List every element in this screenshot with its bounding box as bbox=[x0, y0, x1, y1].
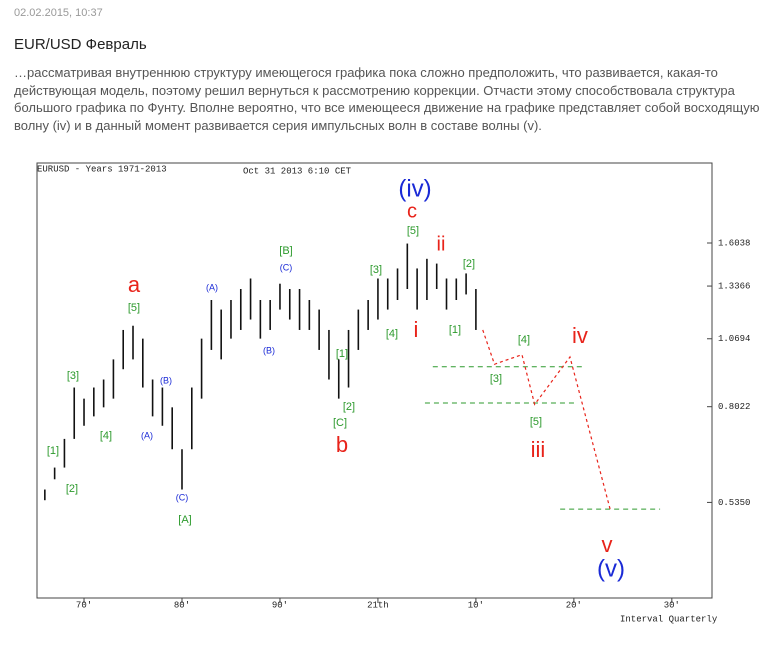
y-tick-label: 1.6038 bbox=[718, 238, 750, 248]
wave-label: [1] bbox=[449, 324, 461, 336]
wave-label: (A) bbox=[141, 430, 153, 440]
y-tick-label: 1.0694 bbox=[718, 334, 750, 344]
wave-label: [3] bbox=[370, 264, 382, 276]
wave-label: [5] bbox=[128, 302, 140, 314]
chart-timestamp: Oct 31 2013 6:10 CET bbox=[243, 166, 352, 176]
wave-label: b bbox=[336, 432, 348, 457]
wave-label: (C) bbox=[280, 262, 293, 272]
wave-label: a bbox=[128, 272, 141, 297]
wave-label: [3] bbox=[67, 370, 79, 382]
wave-label: ii bbox=[437, 233, 446, 255]
wave-label: v bbox=[602, 532, 613, 557]
wave-label: [2] bbox=[66, 483, 78, 495]
chart-background bbox=[22, 152, 760, 628]
y-tick-label: 0.8022 bbox=[718, 402, 750, 412]
x-tick-label: 10' bbox=[468, 600, 484, 610]
wave-label: [5] bbox=[407, 225, 419, 237]
x-tick-label: 30' bbox=[664, 600, 680, 610]
wave-label: iv bbox=[572, 323, 588, 348]
wave-label: [2] bbox=[463, 258, 475, 270]
wave-label: (A) bbox=[206, 282, 218, 292]
post-date: 02.02.2015, 10:37 bbox=[14, 7, 103, 19]
chart-symbol: EURUSD - Years 1971-2013 bbox=[37, 164, 167, 174]
post-text: …рассматривая внутреннюю структуру имеющ… bbox=[14, 65, 760, 133]
wave-label: [A] bbox=[178, 514, 191, 526]
wave-label: [1] bbox=[336, 348, 348, 360]
wave-label: [B] bbox=[279, 245, 292, 257]
wave-label: [5] bbox=[530, 416, 542, 428]
wave-label: [3] bbox=[490, 373, 502, 385]
wave-label: [C] bbox=[333, 417, 347, 429]
wave-label: [4] bbox=[518, 334, 530, 346]
x-tick-label: 90' bbox=[272, 600, 288, 610]
projection-line bbox=[482, 329, 611, 510]
x-tick-label: 70' bbox=[76, 600, 92, 610]
wave-label: (iv) bbox=[398, 175, 431, 202]
plot-frame bbox=[36, 162, 713, 599]
wave-label: [4] bbox=[100, 430, 112, 442]
post-title: EUR/USD Февраль bbox=[14, 36, 147, 53]
wave-label: iii bbox=[531, 437, 546, 462]
wave-label: c bbox=[407, 200, 417, 222]
wave-label: [1] bbox=[47, 445, 59, 457]
wave-label: (C) bbox=[176, 492, 189, 502]
chart-interval: Interval Quarterly bbox=[620, 614, 718, 624]
y-tick-label: 1.3366 bbox=[718, 281, 750, 291]
x-tick-label: 20' bbox=[566, 600, 582, 610]
y-tick-label: 0.5350 bbox=[718, 498, 750, 508]
wave-label: [4] bbox=[386, 328, 398, 340]
x-tick-label: 21th bbox=[367, 600, 389, 610]
wave-label: [2] bbox=[343, 401, 355, 413]
wave-label: i bbox=[414, 317, 419, 342]
x-tick-label: 80' bbox=[174, 600, 190, 610]
wave-label: (v) bbox=[597, 555, 625, 582]
wave-label: (B) bbox=[263, 345, 275, 355]
wave-label: (B) bbox=[160, 375, 172, 385]
